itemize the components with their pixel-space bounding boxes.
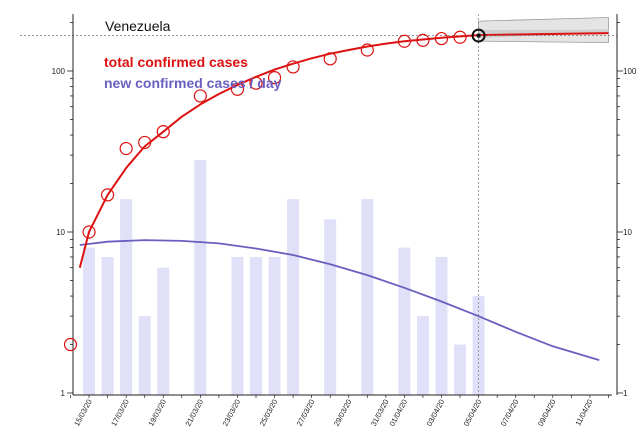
- bar-new-cases: [268, 256, 281, 395]
- x-date-label: 11/04/20: [573, 398, 594, 428]
- bar-new-cases: [324, 219, 337, 395]
- x-date-label: 21/03/20: [183, 398, 205, 428]
- x-date-label: 01/04/20: [388, 398, 410, 428]
- y-tick-label-right: 10: [623, 228, 632, 237]
- bar-new-cases: [472, 296, 485, 395]
- bar-new-cases: [287, 199, 300, 395]
- chart-title: Venezuela: [105, 18, 171, 34]
- bars-layer: [83, 160, 485, 395]
- point-total-cases: [416, 33, 430, 47]
- point-total-cases: [286, 60, 300, 74]
- x-date-label: 07/04/20: [499, 398, 521, 428]
- bar-new-cases: [398, 247, 411, 395]
- bar-new-cases: [454, 344, 467, 395]
- y-tick-label-left: 10: [56, 228, 65, 237]
- legend-new-cases: new confirmed cases / day: [104, 75, 282, 91]
- y-tick-label-right: 100: [623, 67, 637, 76]
- point-total-cases: [249, 76, 263, 90]
- bar-new-cases: [83, 247, 96, 395]
- point-total-cases: [82, 225, 96, 239]
- point-total-cases: [156, 125, 170, 139]
- bar-new-cases: [138, 316, 151, 395]
- data-points: [63, 28, 486, 352]
- axes: [67, 14, 623, 398]
- forecast-center-line: [478, 32, 609, 37]
- x-date-label: 05/04/20: [462, 398, 484, 428]
- point-total-cases: [360, 43, 374, 57]
- point-total-cases: [193, 89, 207, 103]
- bar-new-cases: [361, 199, 374, 395]
- point-total-cases: [63, 337, 78, 352]
- x-date-label: 27/03/20: [295, 398, 317, 428]
- y-tick-label-left: 1: [61, 389, 66, 398]
- point-total-cases: [434, 31, 449, 46]
- current-point-dot: [476, 33, 481, 38]
- fit-curve-new-cases: [79, 239, 600, 361]
- bar-new-cases: [120, 199, 133, 395]
- point-total-cases: [323, 52, 337, 66]
- point-total-cases: [138, 135, 152, 150]
- bar-new-cases: [194, 160, 207, 395]
- point-total-cases: [267, 70, 282, 85]
- y-tick-label-right: 1: [623, 389, 628, 398]
- forecast-band: [478, 17, 609, 44]
- current-point-marker: [471, 28, 486, 43]
- x-date-label: 15/03/20: [72, 398, 94, 428]
- x-date-label: 29/03/20: [332, 398, 354, 428]
- bar-new-cases: [416, 316, 429, 395]
- point-total-cases: [397, 34, 411, 48]
- x-date-label: 09/04/20: [536, 398, 558, 428]
- x-date-label: 19/03/20: [146, 398, 168, 428]
- bar-new-cases: [250, 256, 262, 395]
- x-date-label: 25/03/20: [258, 398, 280, 428]
- point-total-cases: [230, 82, 245, 96]
- bar-new-cases: [157, 267, 170, 395]
- x-date-label: 23/03/20: [221, 398, 243, 428]
- bar-new-cases: [435, 256, 448, 395]
- point-total-cases: [119, 141, 133, 156]
- y-tick-label-left: 100: [52, 67, 66, 76]
- x-date-label: 03/04/20: [425, 398, 447, 428]
- reference-lines: [20, 14, 617, 395]
- bar-new-cases: [101, 256, 114, 395]
- x-date-label: 17/03/20: [109, 398, 131, 428]
- point-total-cases: [100, 188, 115, 202]
- point-total-cases: [453, 30, 467, 44]
- bar-new-cases: [231, 256, 244, 395]
- legend-total-cases: total confirmed cases: [104, 54, 248, 70]
